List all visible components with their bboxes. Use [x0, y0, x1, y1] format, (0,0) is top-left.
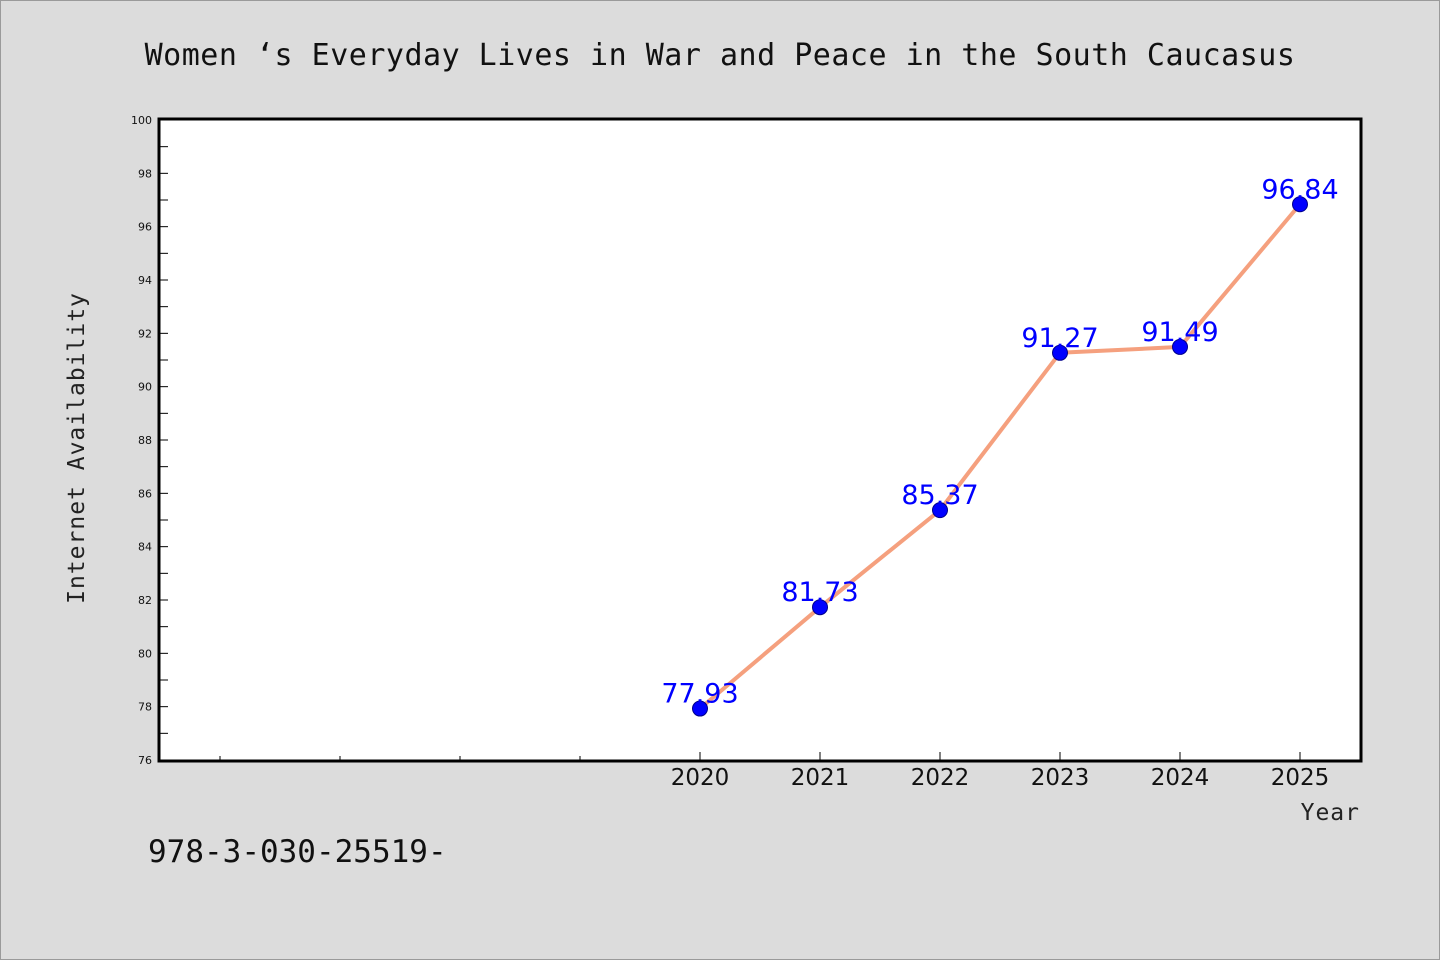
y-tick-label: 94	[138, 274, 152, 287]
series-line	[698, 202, 1302, 711]
data-point	[812, 599, 828, 616]
data-point	[1292, 196, 1308, 213]
y-tick-label: 90	[138, 381, 152, 394]
plot-area	[157, 117, 1363, 763]
x-tick-label: 2021	[791, 765, 850, 791]
data-label: 77.93	[661, 679, 738, 710]
y-tick-label: 78	[138, 701, 152, 714]
x-axis-label: Year	[1301, 800, 1360, 826]
y-tick-label: 100	[131, 114, 152, 127]
x-tick-label: 2025	[1271, 765, 1330, 791]
data-point	[1052, 344, 1068, 361]
y-tick-label: 80	[138, 647, 152, 660]
data-point	[692, 700, 708, 717]
y-tick-label: 96	[138, 221, 152, 234]
data-label: 81.73	[781, 577, 858, 608]
data-label: 85.37	[901, 480, 978, 511]
data-point	[1172, 338, 1188, 355]
data-labels: 77.93 81.73 85.37 91.27 91.49 96.84	[661, 174, 1338, 709]
y-tick-label: 76	[138, 754, 152, 767]
data-label: 91.27	[1021, 323, 1098, 354]
series-layer	[692, 196, 1308, 717]
x-tick-label: 2024	[1151, 765, 1210, 791]
x-tick-label: 2022	[911, 765, 970, 791]
y-tick-label: 82	[138, 594, 152, 607]
data-label: 91.49	[1141, 317, 1218, 348]
y-axis-label: Internet Availability	[64, 292, 90, 604]
x-tick-label: 2020	[671, 765, 730, 791]
y-tick-label: 98	[138, 167, 152, 180]
y-tick-label: 92	[138, 327, 152, 340]
footer-note: 978-3-030-25519-	[148, 834, 447, 870]
x-tick-label: 2023	[1031, 765, 1090, 791]
y-tick-label: 88	[138, 434, 152, 447]
x-axis: 2020 2021 2022 2023 2024 2025	[219, 752, 1330, 791]
y-tick-label: 84	[138, 541, 152, 554]
y-axis: 76 78 80 82 84 86 88 90 92 94 96 98 100	[131, 114, 168, 767]
y-tick-label: 86	[138, 487, 152, 500]
data-point	[932, 502, 948, 519]
chart-title: Women ‘s Everyday Lives in War and Peace…	[144, 38, 1296, 73]
data-label: 96.84	[1261, 174, 1338, 205]
